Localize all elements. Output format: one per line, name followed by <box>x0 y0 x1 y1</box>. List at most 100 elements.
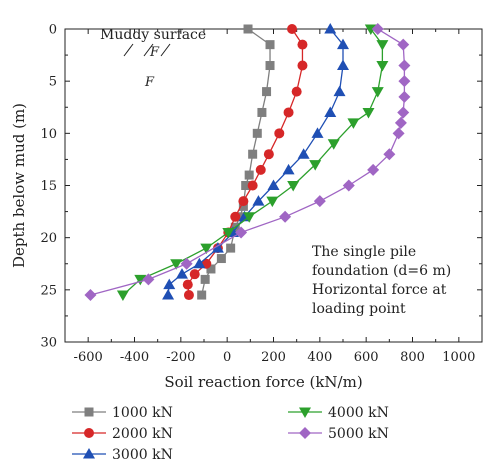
data-point <box>241 181 251 190</box>
hatch-mark <box>160 43 171 57</box>
data-point <box>142 273 155 286</box>
legend-item: 5000 kN <box>288 426 389 442</box>
data-point <box>226 243 236 253</box>
data-point <box>291 86 302 97</box>
data-point <box>371 87 384 98</box>
legend-label: 5000 kN <box>328 426 389 442</box>
data-point <box>211 242 224 253</box>
data-point <box>170 259 183 270</box>
data-point <box>324 23 337 34</box>
data-point <box>252 195 265 206</box>
series-4000-kn <box>116 24 389 302</box>
hatch-mark <box>123 43 134 57</box>
legend-label: 2000 kN <box>112 426 173 442</box>
data-point <box>398 59 411 72</box>
series-line <box>187 28 304 296</box>
data-point <box>222 227 235 239</box>
data-point <box>274 128 285 139</box>
legend-item: 3000 kN <box>72 447 173 463</box>
data-point <box>182 279 193 290</box>
data-point <box>183 290 194 301</box>
data-point <box>263 149 274 160</box>
legend-marker <box>299 407 311 418</box>
data-point <box>376 40 389 51</box>
x-tick-label: 400 <box>307 350 332 365</box>
data-point <box>283 107 294 118</box>
data-point <box>189 269 200 280</box>
data-point <box>163 278 176 290</box>
legend-item: 4000 kN <box>288 405 389 421</box>
data-point <box>244 170 254 180</box>
data-point <box>347 118 360 129</box>
x-tick-label: 800 <box>400 350 425 365</box>
data-point <box>197 290 207 300</box>
data-point <box>175 268 188 279</box>
axes: -600 -400 -200 0 200 400 600 800 1000 0 5 10 15 20 25 3… <box>10 23 483 391</box>
data-point <box>398 75 411 88</box>
data-point <box>238 201 248 211</box>
y-tick-label: 20 <box>40 231 57 246</box>
data-point <box>367 163 380 176</box>
data-point <box>394 116 407 129</box>
x-axis-title: Soil reaction force (kN/m) <box>164 373 362 391</box>
data-point <box>337 59 349 71</box>
data-point <box>282 163 295 175</box>
note-line: foundation (d=6 m) <box>312 263 451 279</box>
legend-label: 3000 kN <box>112 447 173 463</box>
series-2000-kn <box>182 24 308 301</box>
legend-label: 1000 kN <box>112 405 173 421</box>
note-line: The single pile <box>312 244 416 260</box>
data-point <box>362 107 375 119</box>
legend-item: 1000 kN <box>72 405 173 421</box>
x-tick-label: 600 <box>354 350 379 365</box>
data-point <box>398 90 411 103</box>
legend-item: 2000 kN <box>72 426 173 442</box>
data-point <box>337 38 349 50</box>
data-point <box>193 257 206 269</box>
legend-marker <box>83 448 95 459</box>
data-point <box>265 40 275 50</box>
x-tick-label: 200 <box>261 350 286 365</box>
data-point <box>248 149 258 159</box>
data-point <box>267 179 280 190</box>
data-point <box>252 128 262 138</box>
data-point <box>313 195 326 208</box>
data-point <box>235 226 248 239</box>
y-tick-label: 5 <box>49 75 57 90</box>
x-tick-label: -400 <box>120 350 149 365</box>
y-tick-label: 0 <box>49 23 57 38</box>
data-point <box>247 180 258 191</box>
data-point <box>243 212 256 223</box>
data-point <box>333 85 346 97</box>
data-point <box>134 274 147 286</box>
data-point <box>311 127 324 138</box>
legend: 1000 kN 2000 kN 3000 kN 4000 kN 5000 kN <box>72 405 389 463</box>
data-point <box>297 39 308 50</box>
data-point <box>162 289 175 300</box>
data-point <box>116 290 129 302</box>
y-tick-label: 30 <box>40 336 57 351</box>
data-point <box>397 38 410 51</box>
data-point <box>371 23 384 35</box>
data-point <box>383 148 396 161</box>
series-group <box>84 23 411 302</box>
annotations: Muddy surface FF The single pile foundation… <box>65 27 482 317</box>
series-line <box>122 28 384 296</box>
series-3000-kn <box>162 23 349 300</box>
muddy-surface-label: Muddy surface <box>100 27 206 43</box>
note-line: Horizontal force at <box>312 282 447 298</box>
data-point <box>84 289 97 302</box>
force-mark-f: F <box>149 45 160 60</box>
y-tick-label: 15 <box>40 179 57 194</box>
data-point <box>200 274 210 284</box>
y-tick-label: 25 <box>40 283 57 298</box>
x-tick-label: -600 <box>74 350 103 365</box>
force-mark-f: F <box>144 75 155 90</box>
data-point <box>297 148 310 159</box>
legend-marker <box>84 428 94 438</box>
hatch-mark <box>143 43 154 57</box>
data-point <box>230 211 241 222</box>
data-point <box>397 106 410 119</box>
data-point <box>265 61 275 71</box>
